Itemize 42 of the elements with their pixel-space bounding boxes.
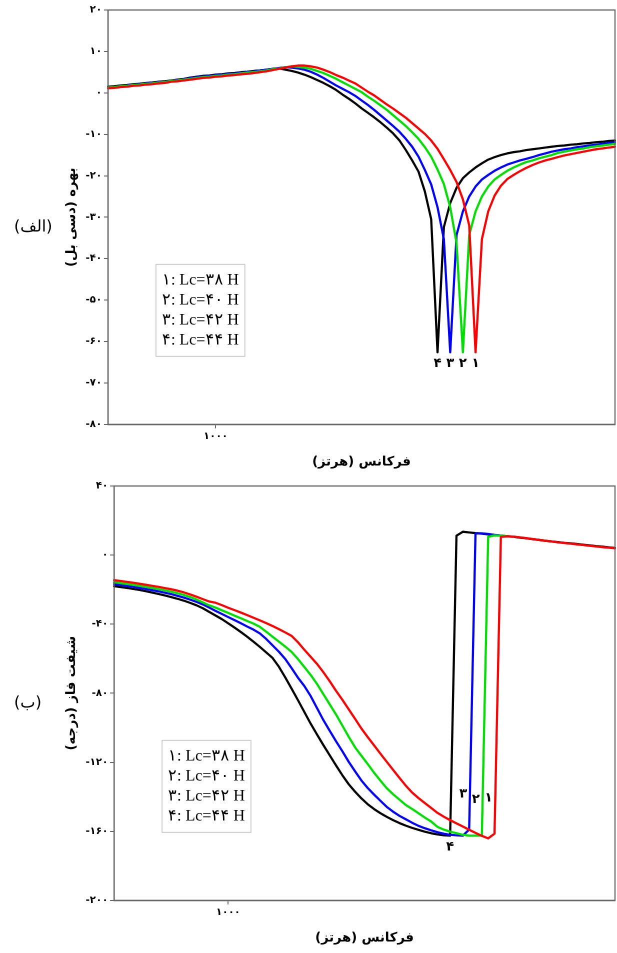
y-tick-label: ۱۰ — [90, 46, 102, 58]
annotation: ۱: Lc=۳۸ H — [168, 748, 246, 765]
y-tick-label: -۵۰ — [86, 294, 102, 306]
text: (الف) — [14, 216, 52, 236]
annotation: ۳: Lc=۴۲ H — [162, 312, 240, 329]
annotation: ۲: Lc=۴۰ H — [162, 292, 240, 309]
y-axis-title: شیفت فاز (درجه) — [64, 636, 80, 750]
y-axis-title: بهره (دسی بل) — [64, 168, 80, 267]
annotation: ۳ — [446, 356, 454, 372]
annotation: ۳ — [459, 786, 468, 802]
y-tick-label: -۳۰ — [86, 212, 102, 223]
text: (ب) — [14, 692, 42, 712]
annotation: ۴ — [446, 840, 454, 855]
annotation: ۳: Lc=۴۲ H — [168, 788, 246, 805]
y-tick-label: ۲۰ — [90, 4, 102, 16]
y-tick-label: -۸۰ — [86, 418, 102, 430]
x-tick-label: ۱۰۰۰ — [203, 430, 228, 442]
y-tick-label: -۱۶۰ — [86, 826, 108, 837]
annotation: ۲: Lc=۴۰ H — [168, 768, 246, 785]
x-axis-title: فرکانس (هرتز) — [312, 454, 411, 470]
y-tick-label: -۲۰۰ — [86, 894, 108, 906]
annotation: ۲ — [472, 792, 480, 808]
annotation: ۴ — [434, 356, 442, 372]
annotation: ۴: Lc=۴۴ H — [162, 332, 240, 349]
x-tick-label: ۱۰۰۰ — [216, 906, 240, 918]
y-tick-label: -۱۰ — [86, 128, 102, 140]
annotation: ۱ — [484, 790, 493, 806]
annotation: ۱: Lc=۳۸ H — [162, 272, 240, 289]
y-tick-label: -۷۰ — [86, 378, 102, 389]
annotation: ۲ — [458, 356, 467, 372]
y-tick-label: -۲۰ — [86, 170, 102, 182]
x-axis-title: فرکانس (هرتز) — [315, 930, 414, 946]
y-tick-label: ۰ — [96, 87, 102, 98]
y-tick-label: -۶۰ — [86, 336, 102, 348]
y-tick-label: ۰ — [102, 550, 108, 561]
y-tick-label: -۱۲۰ — [86, 756, 108, 768]
y-tick-label: ۴۰ — [96, 480, 108, 492]
y-tick-label: -۸۰ — [92, 688, 108, 699]
y-tick-label: -۴۰ — [86, 253, 102, 264]
annotation: ۴: Lc=۴۴ H — [168, 808, 246, 825]
y-tick-label: -۴۰ — [92, 618, 108, 630]
annotation: ۱ — [472, 356, 480, 372]
